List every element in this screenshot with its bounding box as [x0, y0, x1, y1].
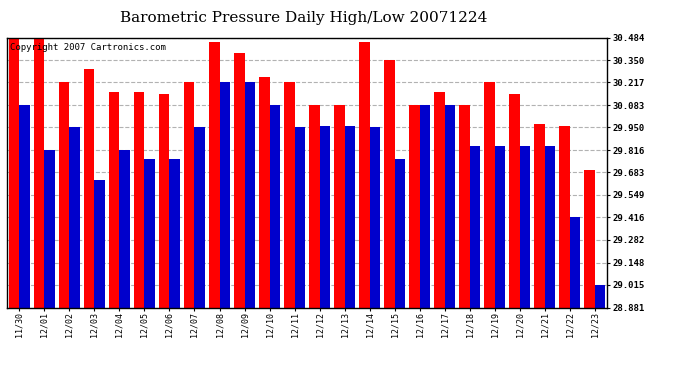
Bar — [595, 285, 605, 308]
Bar — [520, 146, 530, 308]
Bar — [295, 128, 305, 308]
Bar — [584, 170, 595, 308]
Bar — [544, 146, 555, 308]
Bar — [244, 82, 255, 308]
Bar — [484, 82, 495, 308]
Bar — [219, 82, 230, 308]
Bar — [409, 105, 420, 308]
Bar — [84, 69, 95, 308]
Bar — [70, 128, 80, 308]
Bar — [109, 92, 119, 308]
Bar — [209, 42, 219, 308]
Bar — [195, 128, 205, 308]
Bar — [44, 150, 55, 308]
Bar — [495, 146, 505, 308]
Bar — [134, 92, 144, 308]
Text: Copyright 2007 Cartronics.com: Copyright 2007 Cartronics.com — [10, 43, 166, 52]
Bar — [344, 126, 355, 308]
Bar — [384, 60, 395, 308]
Bar — [119, 150, 130, 308]
Bar — [59, 82, 70, 308]
Bar — [309, 105, 319, 308]
Bar — [509, 94, 520, 308]
Bar — [395, 159, 405, 308]
Bar — [259, 77, 270, 308]
Bar — [420, 105, 430, 308]
Bar — [234, 53, 244, 307]
Bar — [95, 180, 105, 308]
Bar — [334, 105, 344, 308]
Bar — [459, 105, 470, 308]
Bar — [470, 146, 480, 308]
Bar — [534, 124, 544, 308]
Bar — [570, 217, 580, 308]
Bar — [9, 38, 19, 308]
Bar — [284, 82, 295, 308]
Bar — [559, 126, 570, 308]
Bar — [370, 128, 380, 308]
Bar — [270, 105, 280, 308]
Bar — [359, 42, 370, 308]
Bar — [434, 92, 444, 308]
Bar — [144, 159, 155, 308]
Bar — [159, 94, 170, 308]
Bar — [170, 159, 180, 308]
Bar — [444, 105, 455, 308]
Bar — [184, 82, 195, 308]
Bar — [19, 105, 30, 308]
Text: Barometric Pressure Daily High/Low 20071224: Barometric Pressure Daily High/Low 20071… — [120, 11, 487, 25]
Bar — [319, 126, 330, 308]
Bar — [34, 38, 44, 308]
